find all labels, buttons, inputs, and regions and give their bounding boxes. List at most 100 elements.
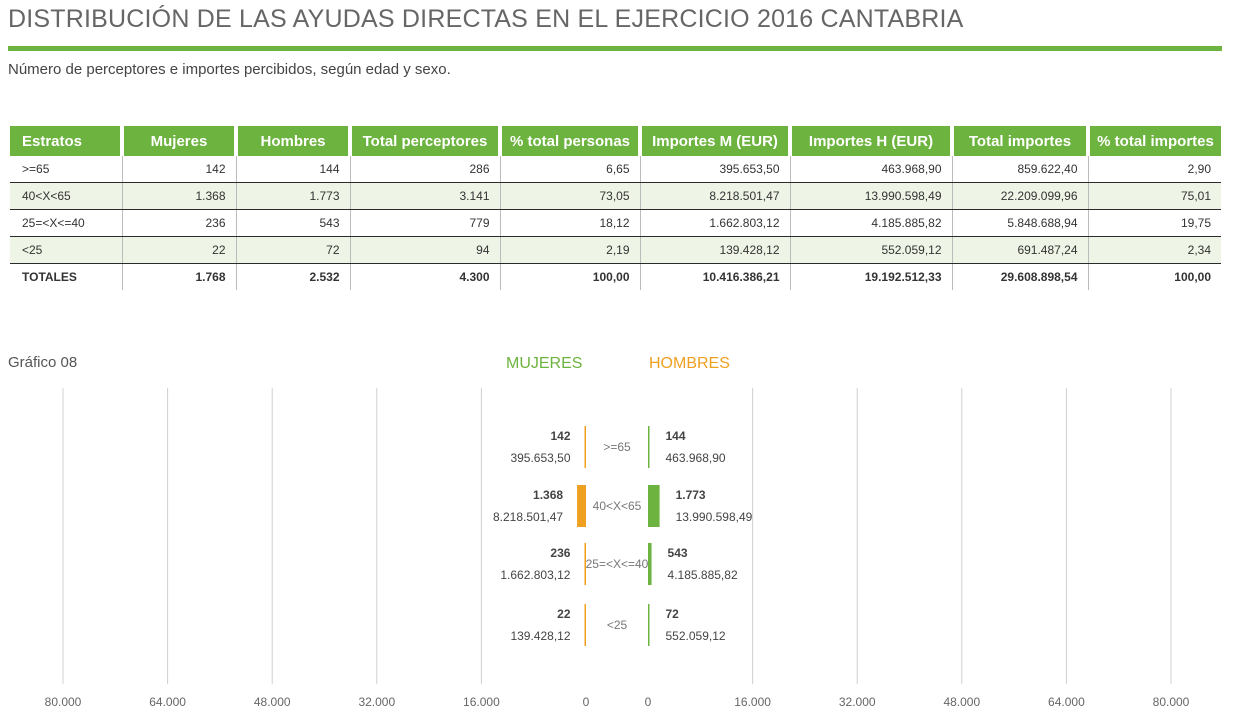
column-header: Mujeres	[120, 126, 236, 156]
table-cell: 5.848.688,94	[951, 209, 1088, 237]
table-cell: 22.209.099,96	[951, 182, 1088, 210]
table-cell: 2,19	[499, 236, 640, 264]
table-cell: 691.487,24	[951, 236, 1088, 264]
table-cell: 142	[121, 156, 236, 183]
table-cell: 100,00	[499, 263, 640, 290]
category-label: <25	[607, 618, 628, 632]
table-cell: TOTALES	[22, 270, 77, 284]
table-cell: 1.768	[121, 263, 236, 290]
bar-hombres	[648, 604, 650, 646]
table-cell: 73,05	[499, 182, 640, 210]
x-tick-label-right: 80.000	[1153, 695, 1190, 709]
column-header: Importes H (EUR)	[788, 126, 952, 156]
table-cell: 29.608.898,54	[951, 263, 1088, 290]
table-cell: 2,90	[1087, 156, 1221, 183]
title-divider	[8, 46, 1222, 51]
table-cell: 236	[121, 209, 236, 237]
data-label-mujeres-count: 142	[550, 429, 570, 443]
bar-mujeres	[584, 604, 586, 646]
table-header-row: Estratos Mujeres Hombres Total perceptores%…	[10, 126, 1221, 156]
data-label-hombres-amount: 13.990.598,49	[676, 510, 753, 524]
data-label-hombres-amount: 4.185.885,82	[668, 568, 738, 582]
table-cell: 19.192.512,33	[789, 263, 952, 290]
x-tick-label-right: 0	[645, 695, 652, 709]
table-cell: 144	[235, 156, 350, 183]
column-header: Importes M (EUR)	[638, 126, 790, 156]
column-header: Total importes	[950, 126, 1088, 156]
table-cell: 13.990.598,49	[789, 182, 952, 210]
table-cell: 4.300	[349, 263, 500, 290]
totals-row: TOTALES 1.768 2.532 4.300 100,00 10.416.386,2…	[10, 263, 1221, 290]
x-tick-label-left: 48.000	[254, 695, 291, 709]
page-subtitle: Número de perceptores e importes percibi…	[8, 61, 451, 78]
bar-hombres	[648, 543, 652, 585]
data-label-mujeres-amount: 1.662.803,12	[500, 568, 570, 582]
table-cell: 94	[349, 236, 500, 264]
table-cell: 6,65	[499, 156, 640, 183]
table-cell: >=65	[10, 156, 122, 183]
table-cell: 1.773	[235, 182, 350, 210]
table-cell: 779	[349, 209, 500, 237]
data-label-mujeres-amount: 395.653,50	[510, 451, 570, 465]
data-table: Estratos Mujeres Hombres Total perceptores%…	[10, 126, 1221, 290]
table-body: >=65 142 144 286 6,65 395.653,50 463.968,90 859…	[10, 156, 1221, 290]
x-tick-label-left: 0	[583, 695, 590, 709]
table-cell: 1.368	[121, 182, 236, 210]
table-cell: 100,00	[1087, 263, 1221, 290]
page-title: DISTRIBUCIÓN DE LAS AYUDAS DIRECTAS EN E…	[8, 5, 964, 33]
data-label-hombres-count: 543	[668, 546, 688, 560]
table-cell: 1.662.803,12	[639, 209, 790, 237]
x-tick-label-left: 16.000	[463, 695, 500, 709]
table-cell: 18,12	[499, 209, 640, 237]
table-cell: 10.416.386,21	[639, 263, 790, 290]
x-tick-label-right: 48.000	[943, 695, 980, 709]
table-cell: 2,34	[1087, 236, 1221, 264]
table-cell: 40<X<65	[10, 182, 122, 210]
table-cell: 3.141	[349, 182, 500, 210]
data-label-hombres-count: 1.773	[676, 488, 706, 502]
x-tick-label-left: 32.000	[358, 695, 395, 709]
legend-mujeres: MUJERES	[506, 355, 583, 372]
table-cell: 543	[235, 209, 350, 237]
x-tick-label-right: 16.000	[734, 695, 771, 709]
table-cell: 19,75	[1087, 209, 1221, 237]
data-label-mujeres-count: 1.368	[533, 488, 563, 502]
table-row: >=65 142 144 286 6,65 395.653,50 463.968,90 859…	[10, 156, 1221, 183]
data-label-mujeres-count: 22	[557, 607, 571, 621]
table-row: 40<X<65 1.368 1.773 3.141 73,05 8.218.501,47 1…	[10, 182, 1221, 210]
data-label-hombres-amount: 552.059,12	[666, 629, 726, 643]
table-cell: 859.622,40	[951, 156, 1088, 183]
table-cell: 4.185.885,82	[789, 209, 952, 237]
data-label-hombres-count: 144	[666, 429, 686, 443]
table-cell: 463.968,90	[789, 156, 952, 183]
category-label: >=65	[603, 440, 631, 454]
table-cell: 22	[121, 236, 236, 264]
table-cell: 2.532	[235, 263, 350, 290]
bar-mujeres	[577, 485, 586, 527]
column-header: Hombres	[234, 126, 350, 156]
x-tick-label-left: 64.000	[149, 695, 186, 709]
data-label-hombres-amount: 463.968,90	[666, 451, 726, 465]
bar-mujeres	[584, 543, 586, 585]
data-label-mujeres-amount: 8.218.501,47	[493, 510, 563, 524]
x-tick-label-right: 64.000	[1048, 695, 1085, 709]
category-label: 40<X<65	[593, 499, 642, 513]
table-cell: 286	[349, 156, 500, 183]
table-cell: 139.428,12	[639, 236, 790, 264]
category-label: 25=<X<=40	[586, 557, 649, 571]
chart-label: Gráfico 08	[8, 354, 78, 371]
x-tick-label-right: 32.000	[839, 695, 876, 709]
column-header: Estratos	[10, 126, 122, 156]
column-header: Total perceptores	[348, 126, 500, 156]
bar-hombres	[648, 426, 650, 468]
table-row: 25=<X<=40 236 543 779 18,12 1.662.803,12 4.185…	[10, 209, 1221, 237]
table-cell: 25=<X<=40	[10, 209, 122, 237]
table-row: <25 22 72 94 2,19 139.428,12 552.059,12 691.487…	[10, 236, 1221, 264]
data-label-mujeres-amount: 139.428,12	[510, 629, 570, 643]
data-label-mujeres-count: 236	[550, 546, 570, 560]
bar-hombres	[648, 485, 660, 527]
table-cell: 552.059,12	[789, 236, 952, 264]
data-label-hombres-count: 72	[666, 607, 680, 621]
bar-mujeres	[584, 426, 586, 468]
